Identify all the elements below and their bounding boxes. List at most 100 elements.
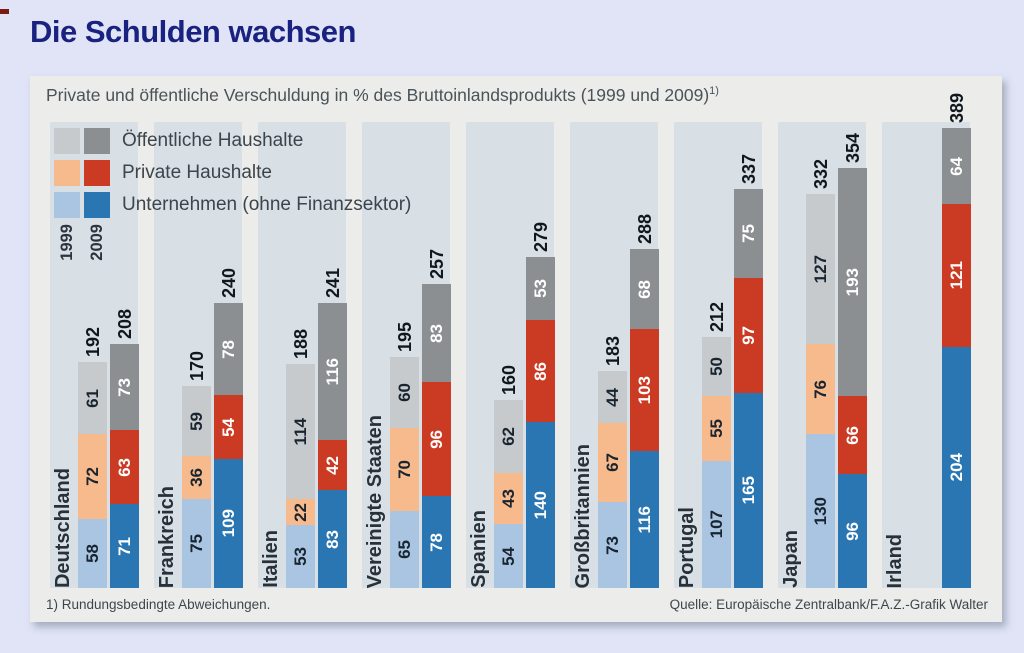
bar-segment: 78: [422, 496, 451, 588]
bar-segment: 83: [318, 490, 347, 588]
page-title: Die Schulden wachsen: [30, 14, 356, 49]
segment-value: 96: [427, 429, 446, 449]
bar-segment: 96: [422, 382, 451, 496]
segment-value: 59: [187, 411, 206, 431]
bar-1999: 44 67 73 183: [598, 336, 627, 588]
bar-segment: 62: [494, 400, 523, 473]
bar-segment: 76: [806, 344, 835, 434]
bar-segment: 66: [838, 396, 867, 474]
bar-total: 212: [702, 302, 731, 337]
legend-year-label: 1999: [58, 224, 76, 261]
country-label: Großbritannien: [572, 443, 594, 588]
segment-value: 53: [291, 547, 310, 566]
segment-value: 204: [947, 453, 966, 482]
bar-segment: 53: [526, 257, 555, 320]
bar-segment: 72: [78, 434, 107, 519]
bar-2009: 83 96 78 257: [422, 249, 451, 588]
segment-value: 36: [187, 468, 206, 487]
country-label: Vereinigte Staaten: [364, 414, 386, 588]
segment-value: 75: [739, 224, 758, 243]
segment-value: 42: [323, 455, 342, 475]
bar-2009: 53 86 140 279: [526, 222, 555, 588]
bar-segment: 96: [838, 474, 867, 588]
bar-1999: 61 72 58 192: [78, 327, 107, 588]
segment-value: 44: [603, 387, 622, 407]
legend-swatch-1999: [54, 192, 80, 218]
source-credit: Quelle: Europäische Zentralbank/F.A.Z.-G…: [669, 597, 988, 612]
legend-year-1999: 1999: [54, 224, 80, 261]
legend-row: Öffentliche Haushalte: [54, 128, 411, 154]
bar-segment: 70: [390, 428, 419, 511]
segment-value: 78: [219, 339, 238, 359]
segment-value: 63: [115, 457, 134, 477]
segment-value: 64: [947, 156, 966, 176]
segment-value: 73: [115, 377, 134, 397]
bar-total-value: 183: [602, 335, 623, 366]
bar-2009: 78 54 109 240: [214, 268, 243, 588]
segment-value: 116: [323, 357, 342, 386]
segment-value: 140: [531, 490, 550, 520]
footnote: 1) Rundungsbedingte Abweichungen.: [46, 597, 271, 612]
bar-total: 188: [286, 329, 315, 364]
segment-value: 67: [603, 453, 622, 472]
segment-value: 83: [323, 529, 342, 549]
bar-segment: 68: [630, 249, 659, 329]
legend-years: 1999 2009: [54, 224, 411, 261]
bar-segment: 43: [494, 473, 523, 524]
plot-area: Deutschland 61 72 58 192 73 63 71 208 Frankreich 5…: [46, 93, 986, 588]
bar-1999: 114 22 53 188: [286, 329, 315, 588]
bar-total: 160: [494, 365, 523, 400]
country-label: Deutschland: [52, 467, 74, 588]
bar-segment: 116: [630, 451, 659, 588]
segment-value: 58: [83, 544, 102, 563]
country-group: Italien 114 22 53 188 116 42 83 241: [259, 268, 347, 588]
bar-segment: 71: [110, 504, 139, 588]
bar-segment: 130: [806, 434, 835, 588]
bar-segment: 54: [214, 395, 243, 459]
bar-segment: 193: [838, 168, 867, 396]
country-label: Portugal: [676, 506, 698, 588]
legend-year-2009: 2009: [84, 224, 110, 261]
segment-value: 71: [115, 536, 134, 556]
legend-swatch-1999: [54, 128, 80, 154]
bar-2009: 64 121 204 389: [942, 93, 971, 588]
bar-total-value: 188: [290, 328, 311, 359]
legend-label: Private Haushalte: [122, 162, 272, 183]
segment-value: 50: [707, 357, 726, 376]
segment-value: 165: [739, 476, 758, 505]
legend-swatch-2009: [84, 192, 110, 218]
bar-segment: 109: [214, 459, 243, 588]
segment-value: 68: [635, 279, 654, 299]
legend-swatch-1999: [54, 160, 80, 186]
segment-value: 86: [531, 361, 550, 381]
segment-value: 54: [499, 546, 518, 566]
bar-segment: 114: [286, 364, 315, 499]
legend: Öffentliche Haushalte Private Haushalte Un…: [54, 128, 411, 261]
bar-total: 170: [182, 351, 211, 386]
bar-segment: 65: [390, 511, 419, 588]
segment-value: 70: [395, 460, 414, 479]
segment-value: 127: [811, 254, 830, 284]
segment-value: 96: [843, 521, 862, 541]
bar-total-value: 160: [498, 364, 519, 395]
bar-1999: 60 70 65 195: [390, 322, 419, 588]
country-group: Vereinigte Staaten 60 70 65 195 83 96 78 257: [363, 249, 451, 588]
legend-row: Unternehmen (ohne Finanzsektor): [54, 192, 411, 218]
bar-total: 183: [598, 336, 627, 371]
page-top-accent-mark: [0, 9, 9, 14]
segment-value: 22: [291, 502, 310, 522]
legend-year-label: 2009: [88, 224, 106, 261]
bar-total-value: 170: [186, 350, 207, 381]
bar-1999: 62 43 54 160: [494, 365, 523, 588]
country-label: Japan: [780, 530, 802, 588]
segment-value: 66: [843, 425, 862, 445]
chart-panel: Private und öffentliche Verschuldung in …: [30, 76, 1002, 622]
bar-segment: 83: [422, 284, 451, 382]
legend-swatch-2009: [84, 128, 110, 154]
bar-segment: 107: [702, 461, 731, 588]
bar-segment: 55: [702, 396, 731, 461]
segment-value: 60: [395, 383, 414, 402]
segment-value: 65: [395, 540, 414, 559]
bar-segment: 58: [78, 519, 107, 588]
bar-2009: 116 42 83 241: [318, 268, 347, 588]
